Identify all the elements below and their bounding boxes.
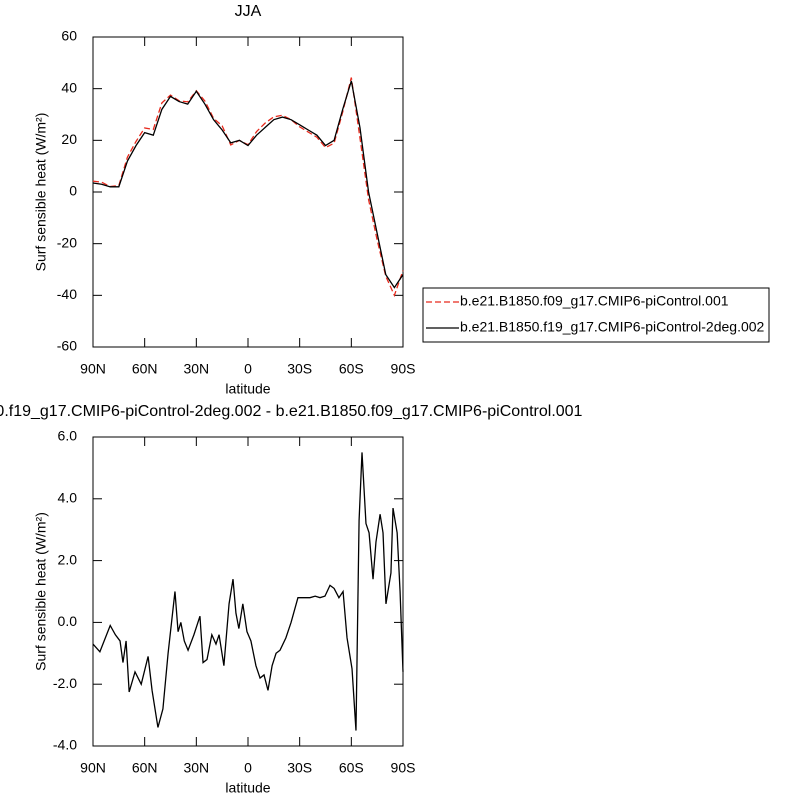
x-axis-label: latitude: [225, 381, 270, 397]
x-tick-label: 60S: [339, 361, 364, 377]
series-line: [92, 80, 404, 289]
legend-box: [422, 287, 770, 343]
plot-frame: [92, 36, 404, 348]
y-tick-label: 60: [61, 28, 77, 44]
y-tick-label: 2.0: [58, 551, 78, 567]
chart-title: b.e21.B1850.f19_g17.CMIP6-piControl-2deg…: [0, 403, 583, 420]
y-axis-label: Surf sensible heat (W/m²): [33, 113, 49, 272]
x-tick-label: 30N: [183, 760, 209, 776]
x-tick-label: 0: [244, 760, 252, 776]
chart-title: JJA: [235, 3, 262, 20]
x-tick-label: 30N: [183, 361, 209, 377]
y-tick-label: -20: [57, 234, 77, 250]
legend-label: b.e21.B1850.f19_g17.CMIP6-piControl-2deg…: [460, 319, 765, 335]
x-tick-label: 60S: [339, 760, 364, 776]
y-axis-label: Surf sensible heat (W/m²): [33, 512, 49, 671]
x-tick-label: 30S: [287, 361, 312, 377]
legend-label: b.e21.B1850.f09_g17.CMIP6-piControl.001: [460, 293, 729, 309]
y-tick-label: 20: [61, 131, 77, 147]
y-tick-label: 4.0: [58, 490, 78, 506]
series-line: [92, 452, 404, 731]
x-axis-label: latitude: [225, 780, 270, 796]
x-tick-label: 90S: [391, 760, 416, 776]
y-tick-label: 40: [61, 79, 77, 95]
x-tick-label: 90S: [391, 361, 416, 377]
x-tick-label: 90N: [80, 361, 106, 377]
y-tick-label: -40: [57, 286, 77, 302]
x-tick-label: 60N: [132, 361, 158, 377]
y-tick-label: 6.0: [58, 428, 78, 444]
x-tick-label: 60N: [132, 760, 158, 776]
x-tick-label: 0: [244, 361, 252, 377]
y-tick-label: -4.0: [53, 737, 77, 753]
y-tick-label: 0: [69, 183, 77, 199]
y-tick-label: -60: [57, 338, 77, 354]
y-tick-label: -2.0: [53, 675, 77, 691]
x-tick-label: 30S: [287, 760, 312, 776]
x-tick-label: 90N: [80, 760, 106, 776]
y-tick-label: 0.0: [58, 613, 78, 629]
